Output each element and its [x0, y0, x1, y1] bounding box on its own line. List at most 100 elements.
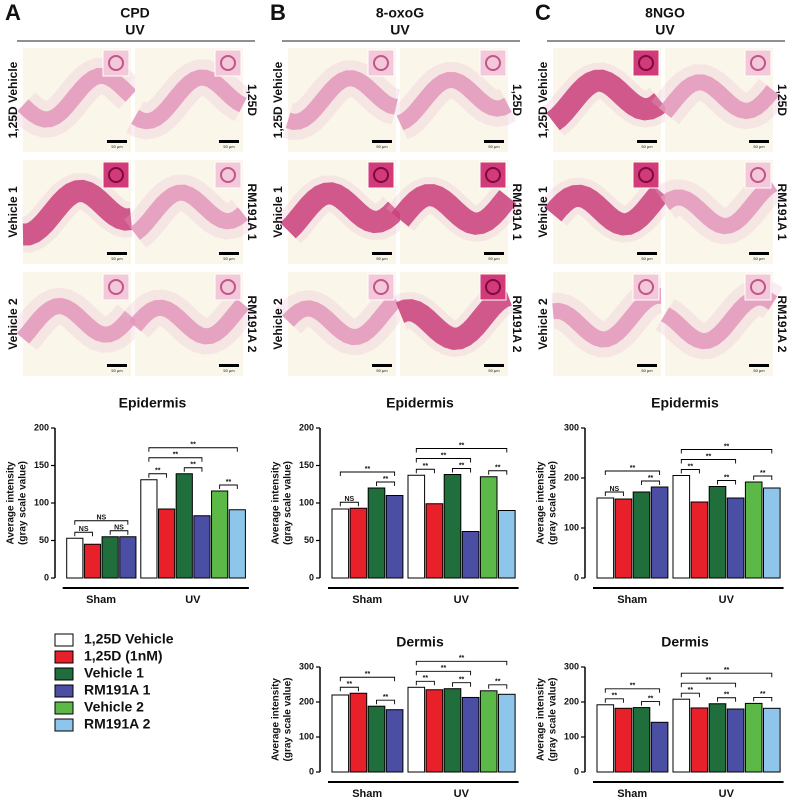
- scale-bar: [484, 364, 504, 367]
- significance-label: **: [630, 465, 636, 472]
- significance-bracket: [74, 531, 93, 537]
- row-label-right: 1,25D: [245, 84, 259, 116]
- significance-bracket: [148, 457, 203, 462]
- row-label-left: Vehicle 1: [271, 186, 285, 238]
- bar: [175, 473, 193, 579]
- chart-title: Epidermis: [651, 395, 719, 411]
- scale-label: 50 μm: [376, 256, 388, 261]
- tissue-band: [282, 294, 402, 346]
- significance-bracket: [415, 670, 472, 676]
- bar: [596, 497, 615, 579]
- row-label-left: Vehicle 2: [536, 298, 550, 350]
- tissue-band: [280, 182, 404, 239]
- bar: [596, 704, 615, 773]
- tissue-edge: [541, 62, 673, 136]
- y-axis-label: Average intensity: [536, 461, 547, 544]
- bar: [672, 475, 691, 579]
- group-label: Sham: [352, 788, 382, 800]
- inset-nucleus: [750, 55, 766, 71]
- significance-label: NS: [609, 486, 619, 493]
- bar: [211, 490, 229, 579]
- scale-label: 50 μm: [223, 368, 235, 373]
- group-label: Sham: [352, 594, 382, 606]
- significance-bracket: [415, 660, 508, 666]
- tissue-edge: [275, 175, 409, 244]
- significance-bracket: [339, 501, 359, 507]
- significance-label: **: [173, 452, 179, 459]
- panel-letter: B: [270, 0, 286, 25]
- group-label: Sham: [617, 594, 647, 606]
- bar: [614, 707, 633, 773]
- bar: [101, 536, 119, 579]
- tissue-edge: [651, 64, 788, 130]
- inset-nucleus: [638, 167, 654, 183]
- y-tick-label: 50: [39, 535, 49, 545]
- y-axis-label: (gray scale value): [548, 678, 559, 762]
- inset: [367, 49, 395, 77]
- legend-swatch: [54, 701, 74, 715]
- tissue-edge: [126, 59, 252, 140]
- scale-label: 50 μm: [753, 368, 765, 373]
- significance-bracket: [148, 473, 168, 478]
- significance-bracket: [339, 676, 396, 682]
- significance-label: NS: [344, 496, 354, 503]
- tissue-band: [130, 184, 249, 240]
- significance-label: **: [383, 694, 389, 701]
- significance-label: **: [648, 695, 654, 702]
- bar: [498, 510, 516, 579]
- significance-label: **: [459, 462, 465, 469]
- scale-label: 50 μm: [753, 144, 765, 149]
- bar: [425, 689, 444, 773]
- scale-bar: [107, 252, 127, 255]
- y-tick-label: 50: [304, 535, 314, 545]
- significance-bracket: [680, 469, 700, 474]
- tissue-band: [16, 297, 138, 344]
- bar: [672, 698, 691, 773]
- significance-bracket: [717, 480, 737, 485]
- tissue-band: [552, 287, 662, 348]
- y-axis-label: (gray scale value): [18, 461, 29, 545]
- row-label-left: 1,25D Vehicle: [536, 61, 550, 138]
- group-label: UV: [454, 788, 470, 800]
- inset-nucleus: [108, 279, 124, 295]
- bar: [461, 531, 480, 579]
- scale-label: 50 μm: [223, 144, 235, 149]
- significance-label: **: [495, 465, 501, 472]
- bar: [140, 479, 158, 579]
- legend-label: RM191A 2: [84, 716, 151, 732]
- bar: [708, 703, 727, 773]
- panel-title: 8-oxoG: [376, 5, 424, 21]
- bar: [650, 486, 669, 579]
- scale-label: 50 μm: [111, 256, 123, 261]
- significance-label: **: [706, 677, 712, 684]
- bar: [367, 705, 386, 773]
- y-tick-label: 150: [299, 460, 314, 470]
- significance-bracket: [680, 672, 773, 678]
- chart-title: Dermis: [396, 634, 444, 650]
- significance-bracket: [488, 470, 508, 475]
- scale-bar: [637, 364, 657, 367]
- significance-label: **: [441, 452, 447, 459]
- group-label: Sham: [617, 788, 647, 800]
- scale-label: 50 μm: [641, 368, 653, 373]
- y-tick-label: 300: [299, 661, 314, 671]
- scale-bar: [372, 140, 392, 143]
- significance-bracket: [488, 684, 508, 689]
- tissue-edge: [282, 60, 401, 141]
- significance-label: **: [724, 667, 730, 674]
- row-label-right: 1,25D: [510, 84, 524, 116]
- significance-label: **: [688, 687, 694, 694]
- significance-bracket: [604, 491, 624, 496]
- panel-subtitle: UV: [655, 22, 675, 38]
- inset-nucleus: [220, 55, 236, 71]
- significance-label: **: [760, 691, 766, 698]
- significance-bracket: [183, 467, 203, 472]
- row-label-left: Vehicle 2: [6, 298, 20, 350]
- bar: [385, 709, 404, 773]
- significance-label: **: [365, 466, 371, 473]
- scale-bar: [749, 364, 769, 367]
- legend-swatch: [54, 684, 74, 698]
- scale-bar: [219, 252, 239, 255]
- panel-letter: A: [5, 0, 21, 25]
- bar: [66, 537, 84, 579]
